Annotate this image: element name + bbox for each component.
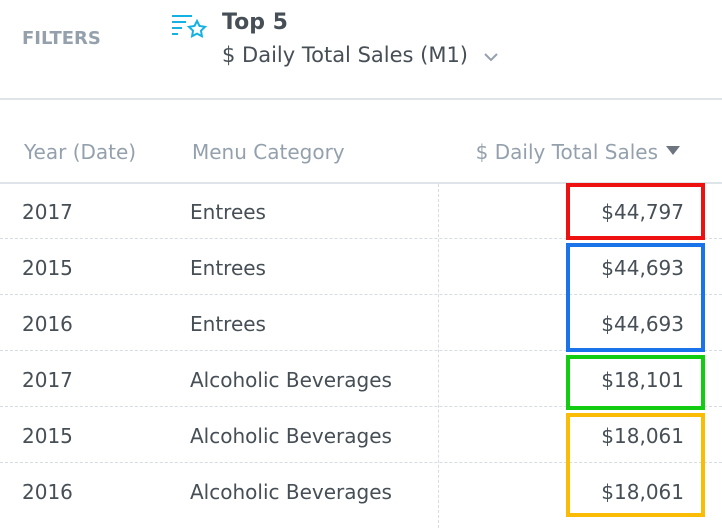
category-cell: Alcoholic Beverages (190, 480, 392, 504)
filter-title: Top 5 (222, 10, 288, 35)
filter-subtitle[interactable]: $ Daily Total Sales (M1) (222, 43, 469, 67)
year-cell: 2015 (22, 424, 73, 448)
row-separator (0, 294, 722, 295)
column-divider (438, 184, 439, 528)
category-cell: Alcoholic Beverages (190, 424, 392, 448)
highlight-green (566, 355, 705, 410)
category-cell: Alcoholic Beverages (190, 368, 392, 392)
column-header[interactable]: Menu Category (192, 140, 345, 164)
filter-bar-border (0, 98, 722, 100)
year-cell: 2015 (22, 256, 73, 280)
dropdown-chevron[interactable] (483, 51, 499, 63)
year-cell: 2017 (22, 368, 73, 392)
highlight-red (566, 183, 705, 240)
highlight-blue (566, 243, 705, 352)
row-separator (0, 406, 722, 407)
sales-cell: $18,061 (601, 480, 684, 504)
year-cell: 2016 (22, 312, 73, 336)
category-cell: Entrees (190, 256, 266, 280)
year-cell: 2017 (22, 200, 73, 224)
row-separator (0, 462, 722, 463)
sales-cell: $44,693 (601, 256, 684, 280)
category-cell: Entrees (190, 312, 266, 336)
sort-arrow[interactable] (666, 146, 680, 156)
sales-cell: $18,061 (601, 424, 684, 448)
year-cell: 2016 (22, 480, 73, 504)
category-cell: Entrees (190, 200, 266, 224)
row-separator (0, 238, 722, 239)
highlight-yellow (566, 413, 705, 517)
sales-cell: $44,797 (601, 200, 684, 224)
filter-icon[interactable] (170, 12, 210, 38)
header-border (0, 182, 722, 184)
column-header[interactable]: Year (Date) (24, 140, 137, 164)
column-header[interactable]: $ Daily Total Sales (475, 140, 658, 164)
filters-label: FILTERS (22, 28, 101, 49)
sales-cell: $44,693 (601, 312, 684, 336)
row-separator (0, 350, 722, 351)
sales-cell: $18,101 (601, 368, 684, 392)
